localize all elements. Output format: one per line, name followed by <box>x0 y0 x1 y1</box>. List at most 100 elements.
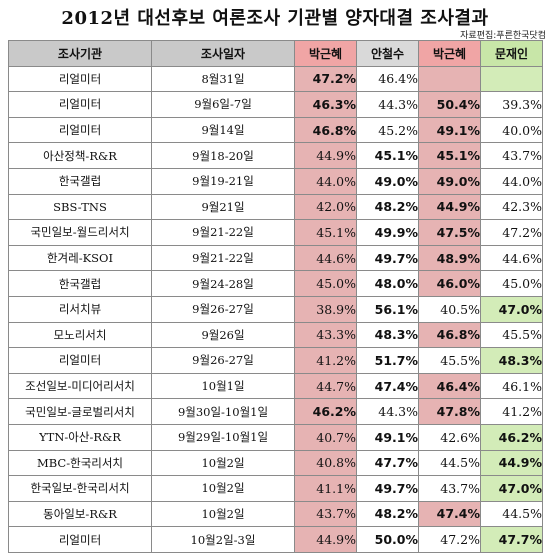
table-row: 리얼미터 9월14일 46.8% 45.2% 49.1% 40.0% <box>8 116 543 144</box>
cell-moon: 47.7% <box>480 526 543 553</box>
table-row: 한국갤럽 9월24-28일 45.0% 48.0% 46.0% 45.0% <box>8 270 543 297</box>
cell-park-vs-moon: 47.4% <box>418 500 481 528</box>
page-title: 2012년 대선후보 여론조사 기관별 양자대결 조사결과 <box>61 8 489 29</box>
cell-park-vs-moon: 40.5% <box>418 295 481 323</box>
cell-date: 9월30일-10월1일 <box>151 398 295 425</box>
table-row: 조선일보-미디어리서치 10월1일 44.7% 47.4% 46.4% 46.1% <box>8 372 543 400</box>
cell-park-vs-ahn: 46.3% <box>294 91 357 118</box>
header-park-vs-moon: 박근혜 <box>418 40 481 67</box>
table-row: 리얼미터 10월2일-3일 44.9% 50.0% 47.2% 47.7% <box>8 526 543 553</box>
cell-org: 모노리서치 <box>8 321 152 349</box>
cell-date: 9월21일 <box>151 193 295 221</box>
header-ahn: 안철수 <box>356 40 419 67</box>
header-org: 조사기관 <box>8 40 152 67</box>
cell-park-vs-moon: 44.5% <box>418 449 481 477</box>
cell-date: 9월24-28일 <box>151 270 295 297</box>
cell-date: 9월14일 <box>151 116 295 144</box>
cell-org: 리얼미터 <box>8 347 152 374</box>
cell-moon: 41.2% <box>480 398 543 425</box>
cell-park-vs-ahn: 44.9% <box>294 526 357 553</box>
cell-date: 8월31일 <box>151 65 295 93</box>
cell-ahn: 44.3% <box>356 91 419 118</box>
cell-park-vs-ahn: 41.2% <box>294 347 357 374</box>
table-row: 동아일보-R&R 10월2일 43.7% 48.2% 47.4% 44.5% <box>8 500 543 528</box>
cell-park-vs-ahn: 40.7% <box>294 423 357 451</box>
cell-ahn: 51.7% <box>356 347 419 374</box>
poll-table: 조사기관 조사일자 박근혜 안철수 박근혜 문재인 리얼미터 8월31일 47.2%… <box>8 40 543 553</box>
cell-date: 9월19-21일 <box>151 167 295 195</box>
source-credit: 자료편집:푸른한국닷컴 <box>460 31 546 41</box>
cell-park-vs-moon: 46.4% <box>418 372 481 400</box>
cell-moon: 40.0% <box>480 116 543 144</box>
cell-park-vs-ahn: 43.3% <box>294 321 357 349</box>
cell-park-vs-ahn: 47.2% <box>294 65 357 93</box>
cell-park-vs-ahn: 38.9% <box>294 295 357 323</box>
cell-park-vs-moon: 49.0% <box>418 167 481 195</box>
cell-org: 리얼미터 <box>8 91 152 118</box>
table-row: MBC-한국리서치 10월2일 40.8% 47.7% 44.5% 44.9% <box>8 449 543 477</box>
cell-ahn: 45.2% <box>356 116 419 144</box>
cell-moon: 46.1% <box>480 372 543 400</box>
cell-date: 9월26-27일 <box>151 347 295 374</box>
table-row: 국민일보-월드리서치 9월21-22일 45.1% 49.9% 47.5% 47.2% <box>8 219 543 246</box>
cell-moon: 42.3% <box>480 193 543 221</box>
cell-org: 한겨레-KSOI <box>8 244 152 272</box>
cell-park-vs-moon: 43.7% <box>418 475 481 502</box>
cell-org: 리얼미터 <box>8 65 152 93</box>
cell-moon: 47.2% <box>480 219 543 246</box>
cell-park-vs-ahn: 46.8% <box>294 116 357 144</box>
cell-ahn: 46.4% <box>356 65 419 93</box>
cell-park-vs-ahn: 45.0% <box>294 270 357 297</box>
cell-ahn: 56.1% <box>356 295 419 323</box>
cell-moon: 46.2% <box>480 423 543 451</box>
table-row: 국민일보-글로벌리서치 9월30일-10월1일 46.2% 44.3% 47.8% 41.… <box>8 398 543 425</box>
header-park-vs-ahn: 박근혜 <box>294 40 357 67</box>
cell-park-vs-moon: 44.9% <box>418 193 481 221</box>
table-row: 한겨레-KSOI 9월21-22일 44.6% 49.7% 48.9% 44.6% <box>8 244 543 272</box>
cell-moon: 44.6% <box>480 244 543 272</box>
cell-park-vs-moon: 47.2% <box>418 526 481 553</box>
cell-park-vs-ahn: 40.8% <box>294 449 357 477</box>
cell-moon: 43.7% <box>480 142 543 169</box>
cell-ahn: 49.1% <box>356 423 419 451</box>
cell-moon: 45.5% <box>480 321 543 349</box>
table-row: 리얼미터 8월31일 47.2% 46.4% <box>8 65 543 93</box>
table-row: 모노리서치 9월26일 43.3% 48.3% 46.8% 45.5% <box>8 321 543 349</box>
cell-ahn: 48.0% <box>356 270 419 297</box>
cell-date: 9월21-22일 <box>151 219 295 246</box>
cell-ahn: 48.2% <box>356 500 419 528</box>
cell-park-vs-ahn: 41.1% <box>294 475 357 502</box>
cell-ahn: 45.1% <box>356 142 419 169</box>
cell-date: 9월26-27일 <box>151 295 295 323</box>
cell-org: 리서치뷰 <box>8 295 152 323</box>
cell-park-vs-moon: 48.9% <box>418 244 481 272</box>
cell-ahn: 49.9% <box>356 219 419 246</box>
cell-park-vs-moon: 45.5% <box>418 347 481 374</box>
cell-org: 국민일보-글로벌리서치 <box>8 398 152 425</box>
cell-moon: 44.9% <box>480 449 543 477</box>
cell-org: 동아일보-R&R <box>8 500 152 528</box>
cell-park-vs-ahn: 45.1% <box>294 219 357 246</box>
cell-date: 10월2일-3일 <box>151 526 295 553</box>
table-row: SBS-TNS 9월21일 42.0% 48.2% 44.9% 42.3% <box>8 193 543 221</box>
cell-date: 9월18-20일 <box>151 142 295 169</box>
table-row: 한국갤럽 9월19-21일 44.0% 49.0% 49.0% 44.0% <box>8 167 543 195</box>
cell-date: 10월2일 <box>151 475 295 502</box>
cell-ahn: 49.0% <box>356 167 419 195</box>
header-moon: 문재인 <box>480 40 543 67</box>
cell-moon: 39.3% <box>480 91 543 118</box>
cell-org: MBC-한국리서치 <box>8 449 152 477</box>
cell-date: 10월2일 <box>151 500 295 528</box>
cell-date: 9월26일 <box>151 321 295 349</box>
cell-moon: 47.0% <box>480 295 543 323</box>
cell-org: 국민일보-월드리서치 <box>8 219 152 246</box>
table-row: YTN-아산-R&R 9월29일-10월1일 40.7% 49.1% 42.6% 46.2… <box>8 423 543 451</box>
cell-ahn: 48.3% <box>356 321 419 349</box>
cell-org: 아산정책-R&R <box>8 142 152 169</box>
cell-park-vs-ahn: 46.2% <box>294 398 357 425</box>
table-row: 한국일보-한국리서치 10월2일 41.1% 49.7% 43.7% 47.0% <box>8 475 543 502</box>
cell-date: 10월2일 <box>151 449 295 477</box>
cell-ahn: 50.0% <box>356 526 419 553</box>
cell-park-vs-ahn: 44.9% <box>294 142 357 169</box>
cell-park-vs-moon: 46.0% <box>418 270 481 297</box>
